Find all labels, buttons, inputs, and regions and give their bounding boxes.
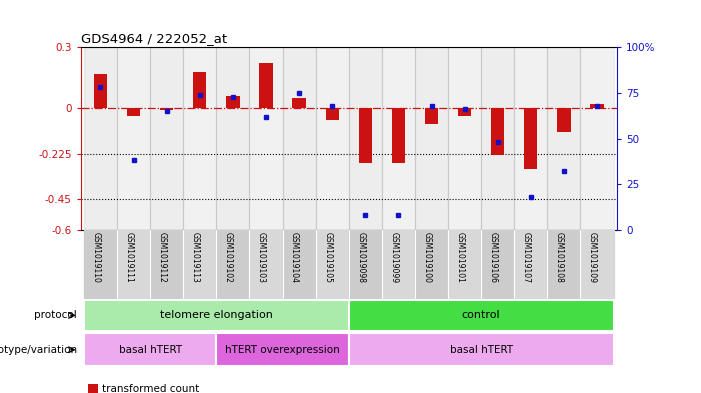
Bar (250, 230, 283, 299)
Bar (183, 230, 217, 299)
Bar (160, 108, 173, 110)
Text: GSM1019104: GSM1019104 (290, 232, 299, 283)
Bar (150, 47, 183, 230)
Text: transformed count: transformed count (102, 384, 199, 393)
Bar (259, 63, 273, 108)
Text: GSM1019112: GSM1019112 (158, 232, 167, 283)
Text: GSM1019107: GSM1019107 (522, 232, 531, 283)
Bar (84, 47, 117, 230)
Bar (292, 98, 306, 108)
Text: basal hTERT: basal hTERT (449, 345, 512, 355)
Bar (349, 47, 382, 230)
Bar (491, 108, 504, 155)
Text: basal hTERT: basal hTERT (118, 345, 182, 355)
Text: GSM1019108: GSM1019108 (555, 232, 564, 283)
Bar (382, 230, 415, 299)
Bar (382, 47, 415, 230)
Bar (217, 47, 250, 230)
Bar (94, 73, 107, 108)
Text: GSM1019106: GSM1019106 (489, 232, 498, 283)
Bar (580, 230, 613, 299)
Bar (183, 47, 217, 230)
Bar (193, 72, 206, 108)
Bar (88, 384, 98, 393)
Bar (283, 230, 315, 299)
Text: GSM1019100: GSM1019100 (423, 232, 432, 283)
Bar (448, 47, 481, 230)
Text: GSM1019110: GSM1019110 (91, 232, 100, 283)
Bar (150, 230, 183, 299)
Text: GSM1019113: GSM1019113 (191, 232, 200, 283)
Bar (226, 96, 240, 108)
Text: GSM1019105: GSM1019105 (323, 232, 332, 283)
Text: genotype/variation: genotype/variation (0, 345, 77, 355)
Bar (217, 230, 250, 299)
Bar (349, 300, 613, 331)
Bar (359, 108, 372, 163)
Bar (250, 47, 283, 230)
Bar (127, 108, 140, 116)
Bar (515, 47, 547, 230)
Bar (448, 230, 481, 299)
Text: GSM1019103: GSM1019103 (257, 232, 266, 283)
Text: GSM1019111: GSM1019111 (125, 232, 134, 283)
Bar (315, 230, 349, 299)
Bar (84, 230, 117, 299)
Text: protocol: protocol (34, 310, 77, 320)
Bar (590, 104, 604, 108)
Bar (515, 230, 547, 299)
Bar (217, 334, 349, 366)
Text: GDS4964 / 222052_at: GDS4964 / 222052_at (81, 31, 226, 44)
Bar (458, 108, 471, 116)
Text: telomere elongation: telomere elongation (160, 310, 273, 320)
Bar (325, 108, 339, 120)
Text: control: control (462, 310, 501, 320)
Bar (580, 47, 613, 230)
Bar (415, 47, 448, 230)
Bar (84, 334, 217, 366)
Bar (84, 300, 349, 331)
Text: hTERT overexpression: hTERT overexpression (225, 345, 340, 355)
Text: GSM1019109: GSM1019109 (588, 232, 597, 283)
Bar (349, 230, 382, 299)
Bar (392, 108, 405, 163)
Bar (315, 47, 349, 230)
Bar (415, 230, 448, 299)
Text: GSM1019099: GSM1019099 (389, 232, 398, 283)
Text: GSM1019098: GSM1019098 (356, 232, 365, 283)
Text: GSM1019102: GSM1019102 (224, 232, 233, 283)
Bar (547, 47, 580, 230)
Text: GSM1019101: GSM1019101 (456, 232, 465, 283)
Bar (481, 230, 515, 299)
Bar (524, 108, 538, 169)
Bar (117, 230, 150, 299)
Bar (283, 47, 315, 230)
Bar (117, 47, 150, 230)
Bar (481, 47, 515, 230)
Bar (349, 334, 613, 366)
Bar (557, 108, 571, 132)
Bar (425, 108, 438, 124)
Bar (547, 230, 580, 299)
